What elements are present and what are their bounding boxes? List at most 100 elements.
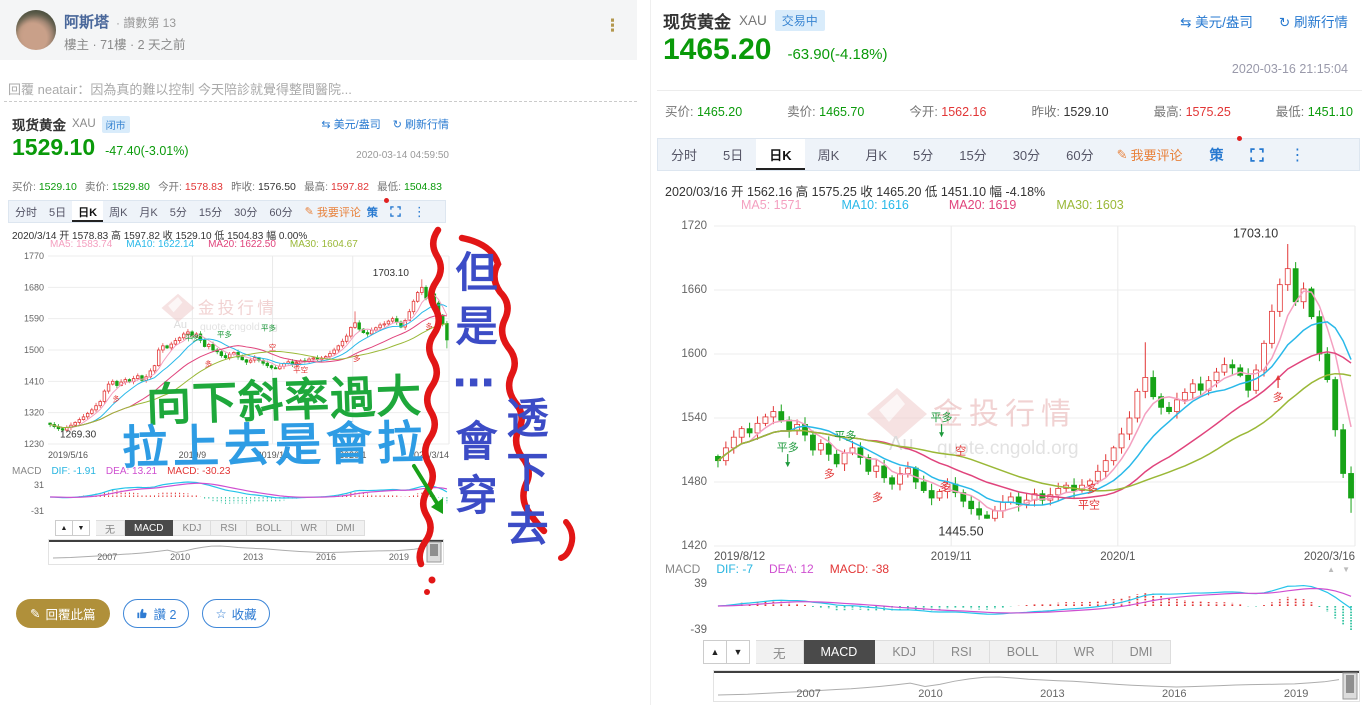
tab-30min[interactable]: 30分 xyxy=(234,206,258,219)
tab-5min[interactable]: 5分 xyxy=(912,148,934,163)
quote-timestamp: 2020-03-14 04:59:50 xyxy=(356,150,449,161)
chart-symbol: XAU xyxy=(72,118,96,130)
indicator-wr[interactable]: WR xyxy=(291,520,328,536)
scroll-up-button[interactable]: ▲ xyxy=(55,520,73,536)
svg-text:1410: 1410 xyxy=(24,376,44,386)
indicator-boll[interactable]: BOLL xyxy=(989,640,1057,664)
svg-text:2019/11: 2019/11 xyxy=(931,551,972,563)
tab-30min[interactable]: 30分 xyxy=(1012,148,1041,163)
indicator-dmi[interactable]: DMI xyxy=(1112,640,1171,664)
tab-minute[interactable]: 分时 xyxy=(671,148,698,163)
prev-close: 1576.50 xyxy=(257,181,296,193)
svg-text:2020/3/14: 2020/3/14 xyxy=(409,450,449,460)
tab-15min[interactable]: 15分 xyxy=(959,148,987,163)
svg-text:quote.cngold.org: quote.cngold.org xyxy=(937,438,1079,459)
indicator-tab-bar: ▲ ▼ 无 MACD KDJ RSI BOLL WR DMI xyxy=(55,520,365,536)
quote-stats-row: 买价: 1465.20 卖价: 1465.70 今开: 1562.16 昨收: … xyxy=(665,105,1353,119)
indicator-kdj[interactable]: KDJ xyxy=(173,520,212,536)
svg-text:1420: 1420 xyxy=(681,540,707,552)
svg-text:2007: 2007 xyxy=(97,552,117,562)
like-button[interactable]: 讚 2 xyxy=(122,599,190,628)
scroll-down-button[interactable]: ▼ xyxy=(727,640,750,664)
svg-text:空: 空 xyxy=(955,443,966,457)
tab-monthly-k[interactable]: 月K xyxy=(865,148,887,163)
kebab-menu-icon[interactable]: ⋮ xyxy=(604,16,621,35)
refresh-link[interactable]: ↻ 刷新行情 xyxy=(392,119,449,131)
unit-link[interactable]: ⇆ 美元/盎司 xyxy=(1180,15,1253,30)
svg-text:多: 多 xyxy=(112,394,120,404)
more-options-icon[interactable]: ⋮ xyxy=(1289,146,1306,164)
favorite-button[interactable]: ☆ 收藏 xyxy=(202,599,270,628)
svg-text:1660: 1660 xyxy=(681,284,707,296)
refresh-icon: ↻ xyxy=(392,119,402,131)
triangle-down-icon: ▼ xyxy=(1342,565,1350,574)
indicator-none[interactable]: 无 xyxy=(756,640,804,664)
edit-icon: ✎ xyxy=(304,206,314,218)
period-tab-bar: 分时 5日 日K 周K 月K 5分 15分 30分 60分 ✎ 我要评论 策 ⋮ xyxy=(657,136,1360,171)
red-squiggle-right xyxy=(458,234,548,535)
strategy-button[interactable]: 策 xyxy=(361,198,389,222)
avatar[interactable] xyxy=(16,10,56,50)
forum-post-panel: 阿斯塔 · 讚數第 13 樓主 · 71樓 · 2 天之前 ⋮ 回覆 neata… xyxy=(0,0,650,705)
indicator-macd[interactable]: MACD xyxy=(803,640,876,664)
strategy-button[interactable]: 策 xyxy=(1197,136,1242,170)
panel-divider xyxy=(650,0,651,705)
chart-symbol: XAU xyxy=(739,13,767,28)
tab-5min[interactable]: 5分 xyxy=(169,206,187,219)
comment-button[interactable]: ✎ 我要评论 xyxy=(1116,146,1183,164)
tab-daily-k[interactable]: 日K xyxy=(756,139,805,170)
svg-text:2019: 2019 xyxy=(389,552,409,562)
more-options-icon[interactable]: ⋮ xyxy=(412,203,426,219)
indicator-kdj[interactable]: KDJ xyxy=(875,640,934,664)
indicator-dmi[interactable]: DMI xyxy=(327,520,365,536)
hand-note-vertical-2: 透下去 xyxy=(501,396,548,558)
unit-link[interactable]: ⇆ 美元/盎司 xyxy=(321,119,381,131)
comment-button[interactable]: ✎ 我要评论 xyxy=(304,206,361,219)
indicator-wr[interactable]: WR xyxy=(1056,640,1113,664)
tab-60min[interactable]: 60分 xyxy=(1066,148,1094,163)
tab-monthly-k[interactable]: 月K xyxy=(139,206,158,219)
macd-panel: 31 -31 xyxy=(31,480,448,516)
scroll-up-button[interactable]: ▲ xyxy=(703,640,727,664)
svg-text:1540: 1540 xyxy=(681,412,707,424)
last-price: 1465.20 xyxy=(663,33,772,66)
tab-minute[interactable]: 分时 xyxy=(15,206,37,219)
tab-daily-k[interactable]: 日K xyxy=(72,201,104,222)
tab-weekly-k[interactable]: 周K xyxy=(109,206,128,219)
tab-weekly-k[interactable]: 周K xyxy=(817,148,840,163)
svg-text:金投行情: 金投行情 xyxy=(933,398,1077,431)
scroll-down-button[interactable]: ▼ xyxy=(73,520,90,536)
tab-5day[interactable]: 5日 xyxy=(49,206,67,219)
history-range-slider[interactable]: 2007 2010 2013 2016 2019 xyxy=(713,670,1360,702)
indicator-rsi[interactable]: RSI xyxy=(933,640,990,664)
bid-price: 1529.10 xyxy=(38,181,77,193)
reply-button[interactable]: ✎ 回覆此篇 xyxy=(16,599,110,628)
svg-text:平多: 平多 xyxy=(931,410,953,424)
divider xyxy=(4,101,637,102)
hand-note-vertical-1: 但是⋯會穿 xyxy=(450,250,497,527)
fullscreen-button[interactable] xyxy=(384,201,407,222)
svg-text:金投行情: 金投行情 xyxy=(198,299,277,318)
svg-text:quote.cngold.org: quote.cngold.org xyxy=(200,322,278,333)
reply-quote[interactable]: 回覆 neatair：因為真的難以控制 今天陪診就覺得整間醫院... xyxy=(8,82,352,97)
tab-5day[interactable]: 5日 xyxy=(723,148,744,163)
svg-text:2016: 2016 xyxy=(1162,688,1186,700)
svg-text:1680: 1680 xyxy=(24,282,44,292)
svg-text:平空: 平空 xyxy=(1078,498,1100,512)
post-author[interactable]: 阿斯塔 xyxy=(64,14,110,31)
macd-scale-arrows[interactable]: ▲ ▼ xyxy=(1327,565,1350,574)
refresh-link[interactable]: ↻ 刷新行情 xyxy=(1278,15,1348,30)
tab-60min[interactable]: 60分 xyxy=(269,206,293,219)
fullscreen-button[interactable] xyxy=(1237,139,1277,170)
indicator-rsi[interactable]: RSI xyxy=(211,520,248,536)
indicator-none[interactable]: 无 xyxy=(96,520,125,536)
chart-title: 现货黄金 xyxy=(12,118,66,133)
svg-text:1703.10: 1703.10 xyxy=(373,268,410,279)
svg-text:1445.50: 1445.50 xyxy=(938,524,983,538)
svg-text:多: 多 xyxy=(1087,482,1098,496)
indicator-boll[interactable]: BOLL xyxy=(247,520,292,536)
history-range-slider[interactable]: 2007 2010 2013 2016 2019 xyxy=(48,539,444,565)
tab-15min[interactable]: 15分 xyxy=(198,206,223,219)
indicator-macd[interactable]: MACD xyxy=(125,520,174,536)
